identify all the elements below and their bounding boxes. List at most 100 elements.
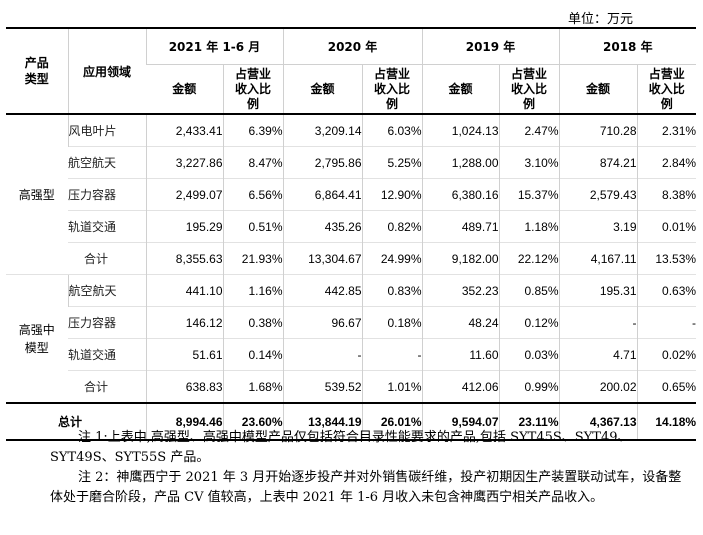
- value-cell: 6.03%: [361, 113, 423, 147]
- value-cell: 24.99%: [361, 242, 423, 275]
- value-cell: 2.84%: [636, 146, 697, 179]
- value-cell: 12.90%: [361, 178, 423, 211]
- value-cell: -: [636, 306, 697, 339]
- value-cell: 195.31: [558, 274, 638, 307]
- value-cell: 8,355.63: [145, 242, 223, 275]
- table-row: 高强中模型 航空航天 441.10 1.16% 442.85 0.83% 352…: [6, 274, 697, 403]
- value-cell: 8.38%: [636, 178, 697, 211]
- header-amount: 金额: [421, 64, 500, 115]
- value-cell: 352.23: [421, 274, 500, 307]
- table-row: 航空航天 3,227.86 8.47% 2,795.86 5.25% 1,288…: [6, 146, 697, 179]
- table-row: 轨道交通 195.29 0.51% 435.26 0.82% 489.71 1.…: [6, 210, 697, 243]
- value-cell: 195.29: [145, 210, 223, 243]
- value-cell: 3,227.86: [145, 146, 223, 179]
- value-cell: 6.39%: [222, 113, 283, 147]
- value-cell: 0.51%: [222, 210, 283, 243]
- value-cell: 412.06: [421, 370, 500, 403]
- value-cell: 5.25%: [361, 146, 423, 179]
- note-1: 注 1:上表中,高强型、高强中模型产品仅包括符合目录性能要求的产品,包括 SYT…: [50, 430, 631, 465]
- application-cell: 压力容器: [68, 306, 146, 339]
- value-cell: 13.53%: [636, 242, 697, 275]
- value-cell: -: [282, 338, 362, 371]
- total-value-cell: 23.60%: [222, 402, 283, 441]
- header-ratio: 占营业收入比例: [222, 64, 283, 115]
- value-cell: 0.65%: [636, 370, 697, 403]
- total-value-cell: 4,367.13: [558, 402, 638, 441]
- value-cell: 2.31%: [636, 113, 697, 147]
- value-cell: 11.60: [421, 338, 500, 371]
- value-cell: 0.01%: [636, 210, 697, 243]
- table-row: 高强型 风电叶片 2,433.41 6.39% 3,209.14 6.03% 1…: [6, 113, 697, 275]
- total-value-cell: 23.11%: [498, 402, 560, 441]
- header-ratio: 占营业收入比例: [361, 64, 423, 115]
- total-value-cell: 14.18%: [636, 402, 697, 441]
- value-cell: 0.14%: [222, 338, 283, 371]
- header-category: 产品类型: [6, 27, 68, 115]
- value-cell: 489.71: [421, 210, 500, 243]
- value-cell: 0.82%: [361, 210, 423, 243]
- total-value-cell: 9,594.07: [421, 402, 500, 441]
- value-cell: 435.26: [282, 210, 362, 243]
- value-cell: -: [361, 338, 423, 371]
- header-amount: 金额: [146, 64, 223, 115]
- value-cell: 3.10%: [498, 146, 560, 179]
- value-cell: 1.18%: [498, 210, 560, 243]
- value-cell: 1.01%: [361, 370, 423, 403]
- value-cell: 1.68%: [222, 370, 283, 403]
- value-cell: 48.24: [421, 306, 500, 339]
- header-ratio: 占营业收入比例: [636, 64, 697, 115]
- header-period-2019: 2019 年: [421, 27, 560, 65]
- application-cell: 航空航天: [68, 146, 146, 179]
- value-cell: 0.83%: [361, 274, 423, 307]
- value-cell: 4.71: [558, 338, 638, 371]
- value-cell: 1.16%: [222, 274, 283, 307]
- application-cell: 合计: [68, 370, 146, 403]
- value-cell: 874.21: [558, 146, 638, 179]
- subtotal-row: 合计 638.83 1.68% 539.52 1.01% 412.06 0.99…: [6, 370, 697, 403]
- category-cell: 高强型: [6, 113, 68, 275]
- application-cell: 航空航天: [67, 274, 146, 307]
- value-cell: 6.56%: [222, 178, 283, 211]
- value-cell: 0.12%: [498, 306, 560, 339]
- value-cell: 6,864.41: [282, 178, 362, 211]
- value-cell: 441.10: [145, 274, 223, 307]
- total-label: 总计: [6, 402, 146, 441]
- table-row: 压力容器 146.12 0.38% 96.67 0.18% 48.24 0.12…: [6, 306, 697, 339]
- value-cell: 0.02%: [636, 338, 697, 371]
- header-amount: 金额: [282, 64, 362, 115]
- header-period-2021h1: 2021 年 1-6 月: [145, 27, 283, 65]
- value-cell: 2,499.07: [145, 178, 223, 211]
- value-cell: 1,288.00: [421, 146, 500, 179]
- total-value-cell: 8,994.46: [145, 402, 223, 441]
- value-cell: 96.67: [282, 306, 362, 339]
- value-cell: 200.02: [558, 370, 638, 403]
- value-cell: 638.83: [145, 370, 223, 403]
- header-application: 应用领域: [67, 27, 146, 115]
- value-cell: 13,304.67: [282, 242, 362, 275]
- value-cell: 0.85%: [498, 274, 560, 307]
- value-cell: 15.37%: [498, 178, 560, 211]
- value-cell: 22.12%: [498, 242, 560, 275]
- value-cell: 3,209.14: [282, 113, 362, 147]
- total-value-cell: 26.01%: [361, 402, 423, 441]
- value-cell: 2,795.86: [282, 146, 362, 179]
- table-notes: 注 1:上表中,高强型、高强中模型产品仅包括符合目录性能要求的产品,包括 SYT…: [50, 428, 690, 508]
- header-amount: 金额: [558, 64, 638, 115]
- subtotal-row: 合计 8,355.63 21.93% 13,304.67 24.99% 9,18…: [6, 242, 697, 275]
- revenue-table: 产品类型 应用领域 2021 年 1-6 月 2020 年 2019 年 201…: [6, 27, 697, 441]
- application-cell: 风电叶片: [67, 113, 146, 147]
- value-cell: 442.85: [282, 274, 362, 307]
- value-cell: 4,167.11: [558, 242, 638, 275]
- value-cell: 51.61: [145, 338, 223, 371]
- value-cell: 8.47%: [222, 146, 283, 179]
- value-cell: 21.93%: [222, 242, 283, 275]
- category-cell: 高强中模型: [6, 274, 68, 403]
- value-cell: 539.52: [282, 370, 362, 403]
- value-cell: 9,182.00: [421, 242, 500, 275]
- value-cell: 0.03%: [498, 338, 560, 371]
- value-cell: 0.63%: [636, 274, 697, 307]
- value-cell: 3.19: [558, 210, 638, 243]
- value-cell: 6,380.16: [421, 178, 500, 211]
- total-value-cell: 13,844.19: [282, 402, 362, 441]
